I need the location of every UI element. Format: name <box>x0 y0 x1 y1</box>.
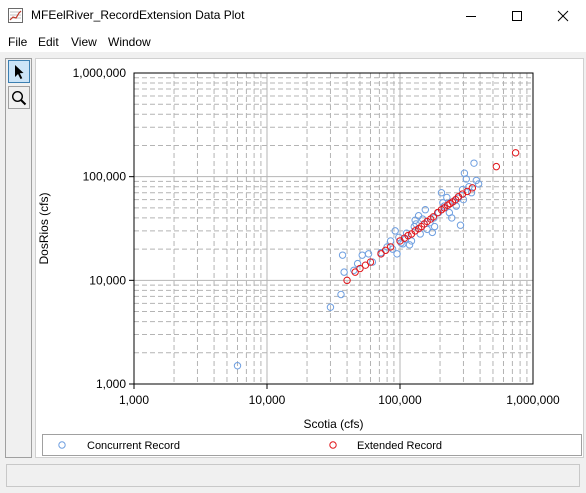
concurrent-point <box>326 303 335 311</box>
concurrent-legend-label: Concurrent Record <box>87 440 180 452</box>
concurrent-point <box>340 268 348 276</box>
concurrent-point <box>448 214 456 222</box>
menu-file[interactable]: File <box>8 35 28 49</box>
extended-legend-label: Extended Record <box>357 440 442 452</box>
extended-point <box>463 187 471 196</box>
x-tick-labels: 1,000 10,000 100,000 1,000,000 <box>119 393 560 407</box>
extended-point <box>386 243 395 251</box>
concurrent-point <box>407 237 416 245</box>
x-tick-label: 10,000 <box>249 393 286 407</box>
scatter-chart: 1,000 10,000 100,000 1,000,000 1,00010,0001… <box>37 66 560 431</box>
close-icon <box>557 10 569 21</box>
concurrent-point <box>458 185 467 194</box>
tool-strip <box>5 58 32 458</box>
pointer-tool-button[interactable] <box>8 60 30 83</box>
close-button[interactable] <box>540 0 586 31</box>
concurrent-legend-marker <box>58 441 66 449</box>
concurrent-point <box>386 237 395 245</box>
maximize-button[interactable] <box>494 0 540 31</box>
concurrent-point <box>443 193 451 202</box>
concurrent-point <box>405 241 414 249</box>
menu-bar: File Edit View Window <box>0 31 586 52</box>
menu-edit[interactable]: Edit <box>38 35 59 49</box>
extended-point <box>404 231 412 240</box>
extended-point <box>429 213 438 221</box>
concurrent-point <box>358 251 366 259</box>
y-tick-labels: 1,000 10,000 100,000 1,000,000 <box>73 66 127 391</box>
legend-svg: Concurrent Record Extended Record <box>58 440 442 452</box>
extended-legend-marker <box>329 441 337 449</box>
concurrent-point <box>456 221 465 229</box>
x-tick-label: 1,000 <box>119 393 149 407</box>
concurrent-point <box>411 216 419 224</box>
concurrent-point <box>421 206 430 214</box>
plot-app-icon <box>8 8 23 23</box>
concurrent-point <box>388 245 397 253</box>
maximize-icon <box>512 10 522 21</box>
extended-point <box>468 184 477 192</box>
extended-point <box>343 276 351 285</box>
legend: Concurrent Record Extended Record <box>42 434 582 456</box>
minimize-icon <box>466 15 476 17</box>
concurrent-point <box>233 362 242 370</box>
extended-point <box>351 268 359 276</box>
tick-marks <box>129 176 401 389</box>
concurrent-point <box>465 183 473 191</box>
concurrent-point <box>470 159 478 167</box>
concurrent-point <box>393 250 401 258</box>
concurrent-point <box>467 189 476 197</box>
minimize-button[interactable] <box>448 0 494 31</box>
concurrent-point <box>338 251 347 259</box>
concurrent-point <box>418 215 427 223</box>
extended-point <box>492 162 501 171</box>
grid-lines <box>133 73 533 385</box>
extended-point <box>366 258 375 266</box>
extended-point <box>511 149 520 157</box>
pointer-arrow-icon <box>15 64 24 79</box>
concurrent-point <box>474 180 483 188</box>
x-axis-label: Scotia (cfs) <box>303 417 363 431</box>
concurrent-point <box>430 222 439 231</box>
concurrent-point <box>437 189 446 197</box>
zoom-tool-button[interactable] <box>8 86 30 109</box>
x-tick-label: 1,000,000 <box>506 393 560 407</box>
concurrent-point <box>364 250 373 258</box>
data-points <box>233 149 520 370</box>
extended-point <box>356 264 364 273</box>
y-tick-label: 100,000 <box>83 170 127 184</box>
status-bar <box>6 464 580 487</box>
extended-point <box>381 246 390 254</box>
y-tick-label: 1,000 <box>96 377 126 391</box>
y-tick-label: 1,000,000 <box>73 66 127 80</box>
concurrent-point <box>337 290 345 299</box>
title-bar: MFEelRiver_RecordExtension Data Plot <box>0 0 586 31</box>
y-tick-label: 10,000 <box>89 273 126 287</box>
y-axis-label: DosRios (cfs) <box>37 192 51 264</box>
concurrent-point <box>391 227 399 235</box>
menu-view[interactable]: View <box>71 35 97 49</box>
concurrent-point <box>462 175 470 183</box>
extended-point <box>377 250 385 258</box>
concurrent-point <box>368 258 377 266</box>
menu-window[interactable]: Window <box>108 35 151 49</box>
plot-area[interactable] <box>133 72 534 385</box>
plot-panel: 1,000 10,000 100,000 1,000,000 1,000 10,000 1… <box>35 58 584 458</box>
x-tick-label: 100,000 <box>378 393 422 407</box>
magnifier-icon <box>11 90 27 105</box>
window-title: MFEelRiver_RecordExtension Data Plot <box>31 8 245 22</box>
